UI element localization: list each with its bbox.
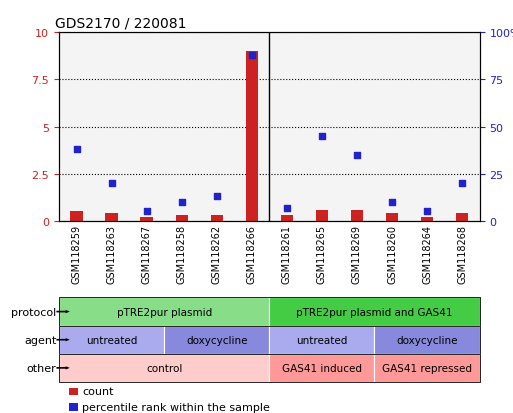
- Point: [318, 133, 326, 140]
- Text: pTRE2pur plasmid: pTRE2pur plasmid: [116, 307, 212, 317]
- Point: [248, 52, 256, 59]
- Text: percentile rank within the sample: percentile rank within the sample: [82, 402, 270, 412]
- Bar: [129, 33, 164, 221]
- Text: GAS41 induced: GAS41 induced: [282, 363, 362, 373]
- Text: untreated: untreated: [296, 335, 348, 345]
- Bar: [141, 218, 153, 221]
- Bar: [409, 33, 445, 221]
- Bar: [386, 214, 398, 221]
- Bar: [246, 52, 258, 221]
- Bar: [351, 210, 363, 221]
- Text: control: control: [146, 363, 182, 373]
- Text: GAS41 repressed: GAS41 repressed: [382, 363, 472, 373]
- Text: GDS2170 / 220081: GDS2170 / 220081: [55, 17, 186, 31]
- Bar: [164, 33, 199, 221]
- Bar: [211, 216, 223, 221]
- Bar: [269, 33, 304, 221]
- Bar: [175, 216, 188, 221]
- Bar: [374, 33, 409, 221]
- Bar: [316, 210, 328, 221]
- Point: [108, 180, 116, 187]
- Point: [353, 152, 361, 159]
- Point: [177, 199, 186, 206]
- Bar: [94, 33, 129, 221]
- Text: untreated: untreated: [86, 335, 137, 345]
- Bar: [106, 214, 117, 221]
- Point: [72, 147, 81, 153]
- Text: protocol: protocol: [11, 307, 56, 317]
- Text: count: count: [82, 387, 113, 396]
- Text: pTRE2pur plasmid and GAS41: pTRE2pur plasmid and GAS41: [296, 307, 453, 317]
- Bar: [445, 33, 480, 221]
- Bar: [70, 212, 83, 221]
- Bar: [199, 33, 234, 221]
- Bar: [304, 33, 340, 221]
- Bar: [234, 33, 269, 221]
- Point: [388, 199, 396, 206]
- Bar: [456, 214, 468, 221]
- Point: [458, 180, 466, 187]
- Text: other: other: [27, 363, 56, 373]
- Text: agent: agent: [24, 335, 56, 345]
- Point: [283, 205, 291, 211]
- Bar: [421, 218, 433, 221]
- Bar: [59, 33, 94, 221]
- Point: [423, 209, 431, 215]
- Bar: [340, 33, 374, 221]
- Bar: [281, 216, 293, 221]
- Text: doxycycline: doxycycline: [186, 335, 247, 345]
- Point: [143, 209, 151, 215]
- Point: [212, 194, 221, 200]
- Text: doxycycline: doxycycline: [397, 335, 458, 345]
